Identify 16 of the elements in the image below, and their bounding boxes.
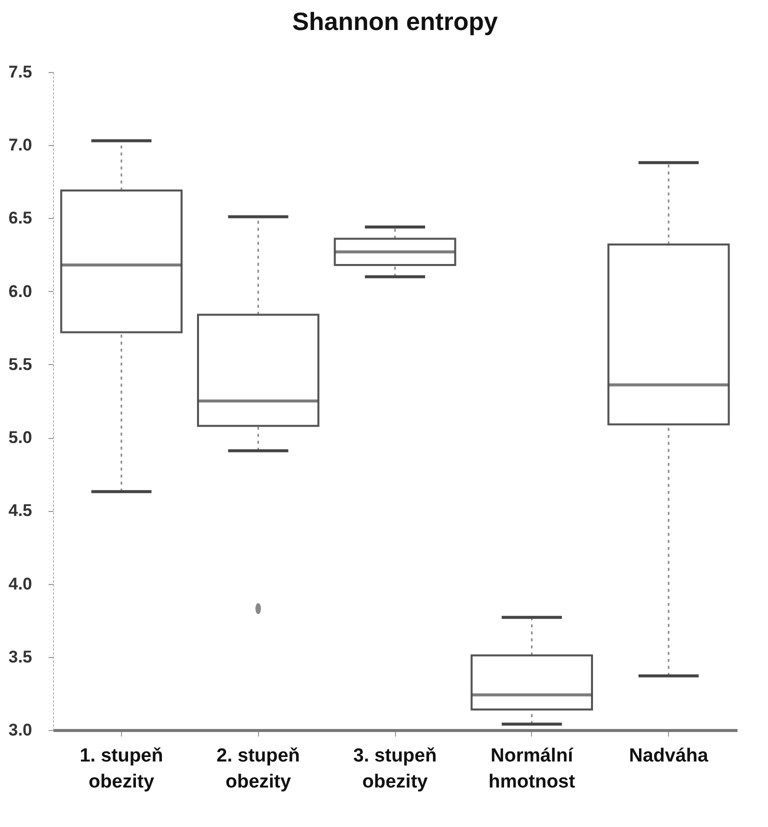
y-tick-label: 5.5 — [8, 354, 32, 374]
x-tick-label: 2. stupeň obezity — [216, 746, 300, 792]
x-tick-label: 3. stupeň obezity — [353, 746, 437, 792]
y-tick-label: 4.0 — [8, 574, 32, 594]
y-tick-label: 4.5 — [8, 501, 32, 520]
y-tick-label: 6.0 — [8, 282, 32, 301]
y-tick-label: 3.0 — [8, 720, 32, 740]
y-tick-label: 6.5 — [8, 208, 32, 228]
y-tick-label: 5.0 — [8, 428, 32, 448]
chart-title: Shannon entropy — [292, 8, 498, 36]
y-tick-label: 3.5 — [8, 647, 32, 666]
y-tick-label: 7.0 — [8, 136, 32, 155]
x-tick-label: Normální hmotnost — [488, 746, 576, 792]
x-tick-label: 1. stupeň obezity — [80, 746, 164, 792]
x-tick-label: Nadváha — [629, 746, 709, 766]
y-tick-label: 7.5 — [8, 62, 32, 82]
